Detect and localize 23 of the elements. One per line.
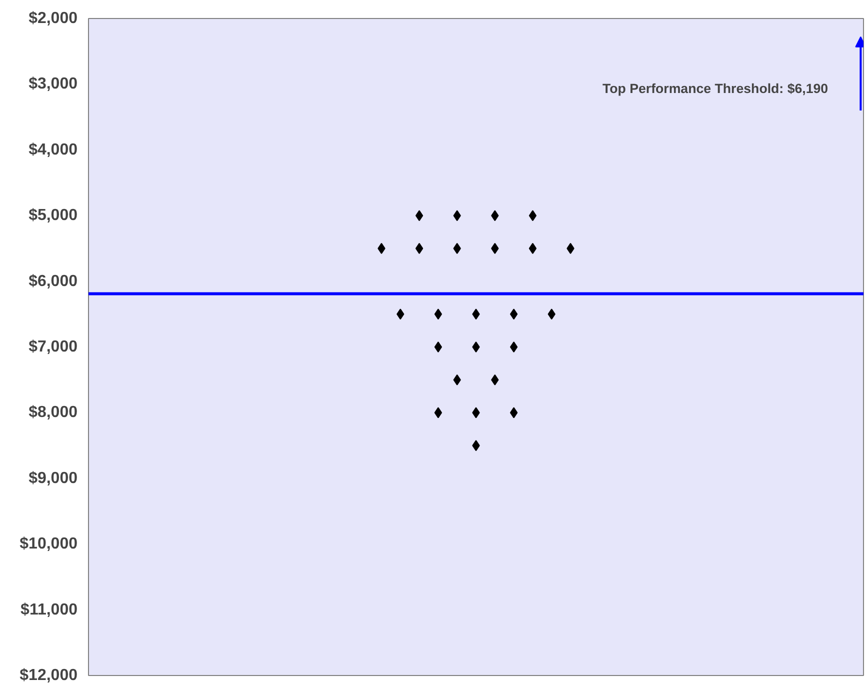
y-tick-label: $10,000 [20,536,78,553]
point [434,407,442,418]
point [528,210,537,222]
y-tick-label: $3,000 [28,76,78,93]
y-tick-label: $8,000 [28,404,78,422]
point [510,342,518,352]
annotation: Top Performance Threshold: $6,190 [602,81,828,96]
y-tick-label: $7,000 [28,338,78,356]
y-tick-label: $6,000 [28,272,78,290]
y-tick-label: $5,000 [28,207,78,224]
point [434,342,442,352]
point [434,308,442,320]
point [415,242,424,254]
y-tick-label: $4,000 [28,141,78,158]
y-tick-label: $2,000 [28,10,78,27]
y-tick-label: $11,000 [20,601,78,618]
point [510,407,518,418]
point [528,242,537,254]
point [415,210,424,222]
y-tick-label: $12,000 [20,667,78,684]
y-tick-label: $9,000 [28,470,78,487]
point [472,342,480,352]
point [510,308,518,320]
